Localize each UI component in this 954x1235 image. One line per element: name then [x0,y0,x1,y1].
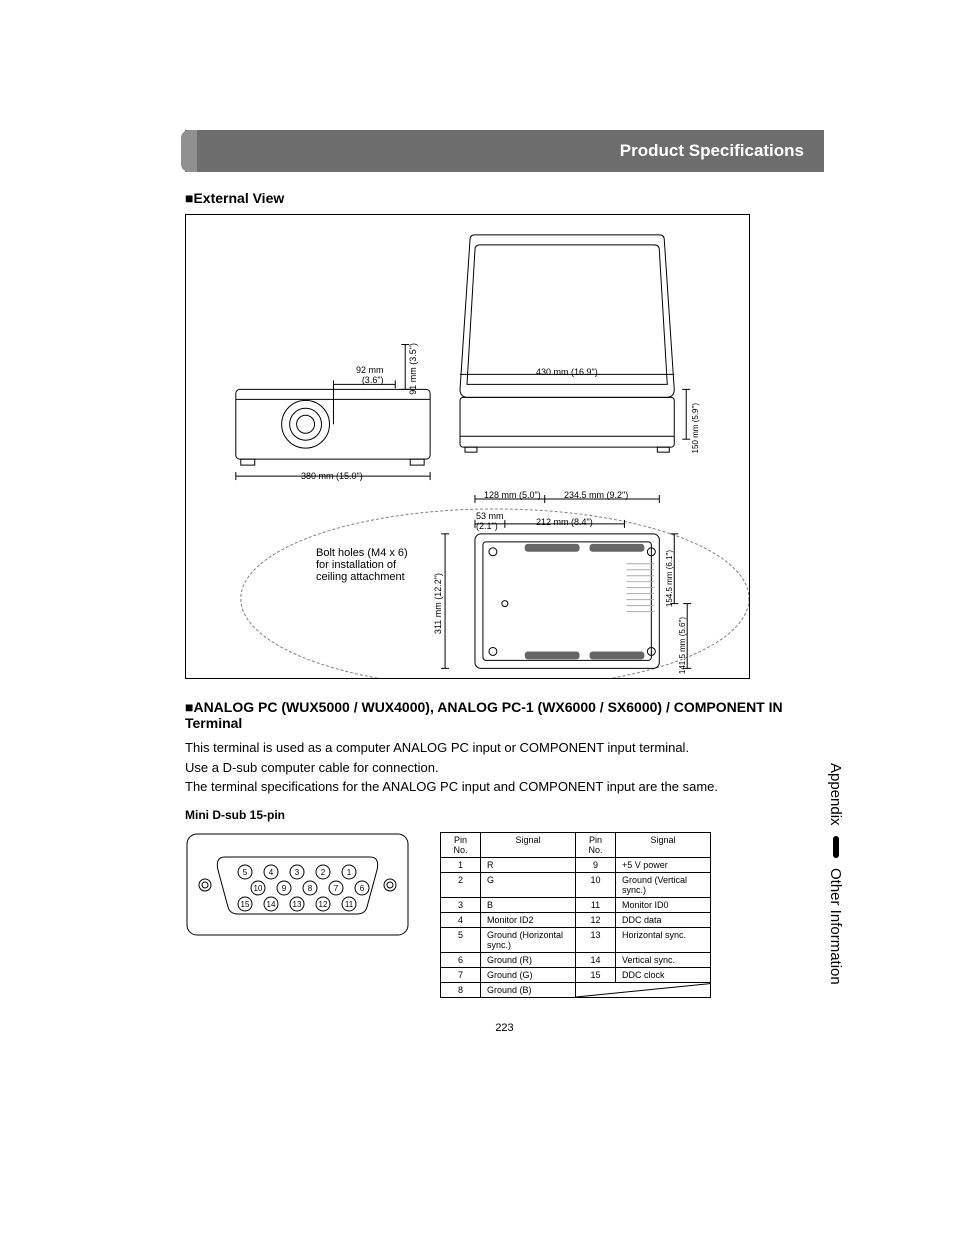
dim-92: 92 mm(3.6") [356,365,384,385]
dim-380: 380 mm (15.0") [301,471,363,481]
table-row: 7Ground (G)15DDC clock [441,967,711,982]
side-tab-appendix: Appendix [827,763,844,826]
dim-154: 154.5 mm (6.1") [665,550,674,607]
svg-text:2: 2 [321,868,326,877]
dim-212: 212 mm (8.4") [536,517,593,527]
th-sig1: Signal [481,832,576,857]
svg-text:6: 6 [360,884,365,893]
analog-p3: The terminal specifications for the ANAL… [185,778,824,796]
side-tab-other-info: Other Information [827,868,844,985]
side-tab: Appendix Other Information [827,763,844,984]
svg-text:4: 4 [269,868,274,877]
bolt-note: Bolt holes (M4 x 6) for installation of … [316,547,408,583]
pin-table: Pin No. Signal Pin No. Signal 1R9+5 V po… [440,832,711,998]
header-notch [181,130,197,172]
page-number: 223 [185,1022,824,1034]
dim-141: 141.5 mm (5.6") [678,617,687,674]
diagram-svg [186,215,749,678]
side-tab-divider-icon [833,836,839,858]
th-sig2: Signal [616,832,711,857]
mini-dsub-heading: Mini D-sub 15-pin [185,808,824,822]
svg-text:5: 5 [243,868,248,877]
svg-text:13: 13 [293,900,302,909]
table-row: 3B11Monitor ID0 [441,897,711,912]
dim-150: 150 mm (5.9") [691,403,700,453]
svg-text:3: 3 [295,868,300,877]
table-row: 2G10Ground (Vertical sync.) [441,872,711,897]
page-header: Product Specifications [185,130,824,172]
section-analog-title: ■ANALOG PC (WUX5000 / WUX4000), ANALOG P… [185,699,824,731]
th-pin2: Pin No. [576,832,616,857]
svg-text:15: 15 [241,900,250,909]
analog-p1: This terminal is used as a computer ANAL… [185,739,824,757]
table-row: 1R9+5 V power [441,857,711,872]
svg-text:1: 1 [347,868,352,877]
header-title: Product Specifications [620,141,804,161]
dim-53: 53 mm(2.1") [476,511,504,531]
dim-128: 128 mm (5.0") [484,490,541,500]
svg-text:14: 14 [267,900,276,909]
svg-text:7: 7 [334,884,339,893]
svg-text:9: 9 [282,884,287,893]
dim-430: 430 mm (16.9") [536,367,598,377]
external-view-diagram: 92 mm(3.6") 91 mm (3.5") 430 mm (16.9") … [185,214,750,679]
dim-91: 91 mm (3.5") [408,343,418,395]
svg-text:12: 12 [319,900,328,909]
section-external-view-title: ■External View [185,190,824,206]
analog-p2: Use a D-sub computer cable for connectio… [185,759,824,777]
dim-311: 311 mm (12.2") [433,573,443,634]
table-row: 6Ground (R)14Vertical sync. [441,952,711,967]
svg-text:8: 8 [308,884,313,893]
table-row: 8Ground (B) [441,982,711,997]
svg-text:11: 11 [345,900,354,909]
table-row: 5Ground (Horizontal sync.)13Horizontal s… [441,927,711,952]
dsub-connector-icon: 5 4 3 2 1 10 9 8 7 6 15 14 13 12 11 [185,832,410,937]
analog-body: This terminal is used as a computer ANAL… [185,739,824,796]
dim-234: 234.5 mm (9.2") [564,490,628,500]
table-row: 4Monitor ID212DDC data [441,912,711,927]
svg-text:10: 10 [254,884,263,893]
th-pin1: Pin No. [441,832,481,857]
